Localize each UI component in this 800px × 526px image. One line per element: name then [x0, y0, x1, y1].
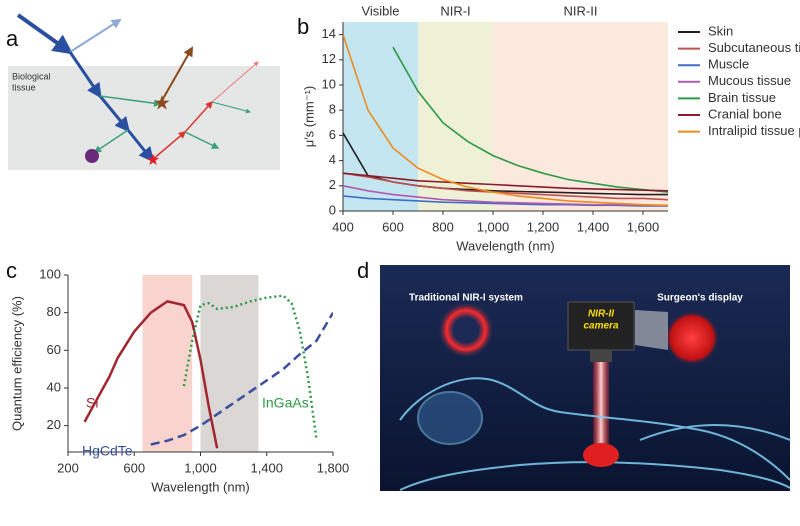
legend-label: Brain tissue — [708, 90, 776, 105]
x-tick-label: 200 — [57, 460, 79, 475]
y-tick-label: 20 — [47, 417, 61, 432]
y-tick-label: 80 — [47, 304, 61, 319]
region — [200, 275, 259, 452]
x-axis-label: Wavelength (nm) — [456, 238, 555, 253]
region — [493, 22, 668, 211]
lens — [590, 350, 612, 362]
region-label: NIR-II — [564, 3, 598, 18]
series-line — [343, 34, 668, 207]
region-label: Visible — [361, 3, 399, 18]
y-tick-label: 14 — [322, 26, 336, 41]
star: ★ — [146, 152, 160, 169]
tissue-text: Biological — [12, 71, 51, 81]
panel-d: d Traditional NIR-I system Surgeon's dis… — [357, 258, 791, 491]
nir2-image — [665, 311, 719, 365]
y-axis-label: Quantum efficiency (%) — [9, 296, 24, 431]
x-tick-label: 800 — [432, 219, 454, 234]
y-tick-label: 4 — [329, 152, 336, 167]
camera-text: NIR-II — [588, 309, 614, 320]
legend-label: Muscle — [708, 57, 749, 72]
scene-text: Traditional NIR-I system — [409, 293, 523, 304]
tissue-box — [8, 66, 280, 170]
panel-a: a Biological tissue ★ ★ — [6, 13, 280, 170]
x-tick-label: 1,200 — [527, 219, 560, 234]
region-label: NIR-I — [440, 3, 470, 18]
series-label: HgCdTe — [82, 443, 133, 459]
series-label: InGaAs — [262, 395, 309, 411]
y-tick-label: 8 — [329, 102, 336, 117]
y-tick-label: 0 — [329, 202, 336, 217]
series-line — [83, 300, 219, 449]
region — [418, 22, 493, 211]
y-tick-label: 40 — [47, 379, 61, 394]
series-line — [392, 46, 668, 193]
x-tick-label: 1,600 — [627, 219, 660, 234]
series-label: Si — [86, 395, 98, 411]
tissue-text: tissue — [12, 82, 36, 92]
legend-label: Subcutaneous tissue — [708, 40, 800, 55]
y-axis-label: μ′s (mm⁻¹) — [301, 86, 316, 148]
region — [343, 22, 418, 211]
y-tick-label: 6 — [329, 127, 336, 142]
tumor-glow — [583, 443, 619, 467]
legend-label: Mucous tissue — [708, 73, 791, 88]
arrows — [16, 13, 259, 163]
legend-label: Cranial bone — [708, 106, 782, 121]
display-ray — [635, 310, 668, 350]
series-line — [343, 185, 668, 207]
x-tick-label: 1,400 — [577, 219, 610, 234]
x-tick-label: 1,000 — [184, 460, 217, 475]
panel-label: b — [297, 14, 309, 39]
y-tick-label: 10 — [322, 76, 336, 91]
y-tick-label: 2 — [329, 177, 336, 192]
x-tick-label: 600 — [123, 460, 145, 475]
panel-label: c — [6, 258, 17, 283]
x-tick-label: 1,800 — [317, 460, 350, 475]
series-line — [150, 312, 333, 446]
panel-label: d — [357, 258, 369, 283]
x-tick-label: 1,400 — [250, 460, 283, 475]
absorber — [85, 149, 99, 163]
laser-beam — [593, 362, 609, 452]
y-tick-label: 60 — [47, 342, 61, 357]
series-line — [182, 294, 318, 439]
panel-label: a — [6, 26, 19, 51]
series-line — [343, 172, 668, 201]
camera-text: camera — [583, 321, 618, 332]
x-tick-label: 600 — [382, 219, 404, 234]
legend-label: Intralipid tissue phantom — [708, 123, 800, 138]
star: ★ — [153, 92, 171, 114]
x-axis-label: Wavelength (nm) — [151, 479, 250, 494]
series-line — [343, 172, 668, 192]
legend-label: Skin — [708, 23, 733, 38]
x-tick-label: 400 — [332, 219, 354, 234]
scene-text: Surgeon's display — [657, 293, 743, 304]
y-tick-label: 12 — [322, 51, 336, 66]
y-tick-label: 100 — [39, 266, 61, 281]
x-tick-label: 1,000 — [477, 219, 510, 234]
nir1-image — [438, 302, 494, 358]
